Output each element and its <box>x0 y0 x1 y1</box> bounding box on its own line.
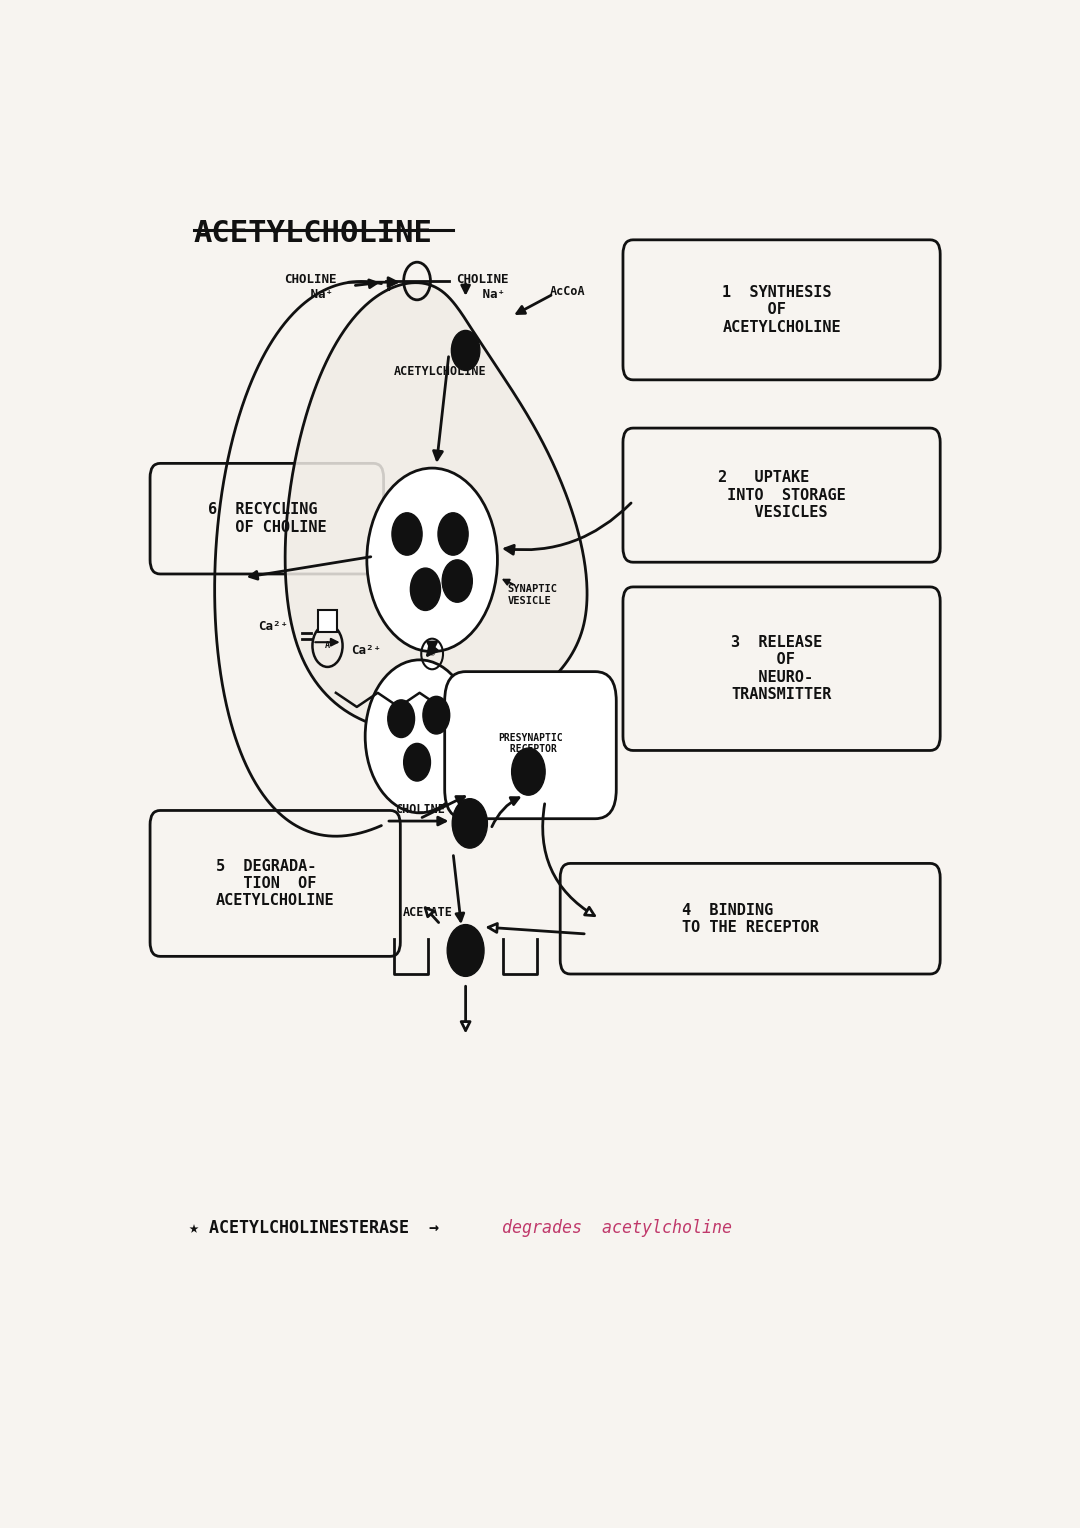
Circle shape <box>423 697 449 733</box>
Text: 1  SYNTHESIS
     OF
ACETYLCHOLINE: 1 SYNTHESIS OF ACETYLCHOLINE <box>723 284 841 335</box>
Text: Ca²⁺: Ca²⁺ <box>351 643 381 657</box>
Circle shape <box>367 468 498 651</box>
Circle shape <box>392 513 422 555</box>
Text: 3  RELEASE
     OF
   NEURO-
TRANSMITTER: 3 RELEASE OF NEURO- TRANSMITTER <box>731 636 832 703</box>
Text: SYNAPTIC
VESICLE: SYNAPTIC VESICLE <box>508 584 557 607</box>
FancyBboxPatch shape <box>445 672 617 819</box>
Circle shape <box>447 924 484 976</box>
Circle shape <box>442 559 472 602</box>
Circle shape <box>438 513 468 555</box>
Text: ACETATE: ACETATE <box>403 906 453 920</box>
Text: ACETYLCHOLINE: ACETYLCHOLINE <box>394 365 487 377</box>
Circle shape <box>451 330 480 370</box>
Polygon shape <box>285 283 588 732</box>
Text: PRESYNAPTIC
 RECEPTOR: PRESYNAPTIC RECEPTOR <box>499 732 563 755</box>
Circle shape <box>410 568 441 611</box>
Circle shape <box>388 700 415 738</box>
Text: ★ ACETYLCHOLINESTERASE  →: ★ ACETYLCHOLINESTERASE → <box>189 1219 440 1238</box>
Text: degrades  acetylcholine: degrades acetylcholine <box>483 1219 732 1238</box>
Text: 6  RECYCLING
   OF CHOLINE: 6 RECYCLING OF CHOLINE <box>207 503 326 535</box>
Text: CHOLINE: CHOLINE <box>394 804 445 816</box>
Text: 5  DEGRADA-
   TION  OF
ACETYLCHOLINE: 5 DEGRADA- TION OF ACETYLCHOLINE <box>216 859 335 908</box>
Circle shape <box>453 799 487 848</box>
Text: ACETYLCHOLINE: ACETYLCHOLINE <box>193 219 432 248</box>
Text: CHOLINE
   Na⁺: CHOLINE Na⁺ <box>456 274 509 301</box>
FancyBboxPatch shape <box>319 611 337 631</box>
Circle shape <box>404 744 431 781</box>
Text: ©: © <box>429 651 435 657</box>
Text: A: A <box>325 642 330 651</box>
Text: 4  BINDING
TO THE RECEPTOR: 4 BINDING TO THE RECEPTOR <box>681 903 819 935</box>
Text: AcCoA: AcCoA <box>550 286 585 298</box>
Text: Ca²⁺: Ca²⁺ <box>258 620 288 634</box>
Circle shape <box>365 660 474 813</box>
Text: CHOLINE
   Na⁺: CHOLINE Na⁺ <box>284 274 337 301</box>
Circle shape <box>512 749 545 795</box>
Text: 2   UPTAKE
 INTO  STORAGE
    VESICLES: 2 UPTAKE INTO STORAGE VESICLES <box>718 471 846 520</box>
